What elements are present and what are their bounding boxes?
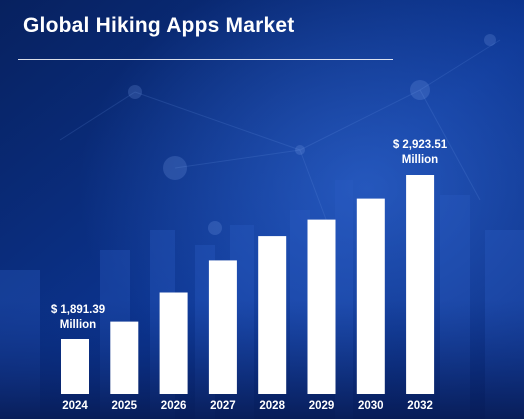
x-tick-label-2029: 2029 <box>309 400 335 412</box>
annotation-end-value: $ 2,923.51 Million <box>380 138 460 168</box>
chart-title: Global Hiking Apps Market <box>23 14 295 37</box>
bar-2027 <box>208 260 237 394</box>
bar-2028 <box>258 236 287 394</box>
title-underline <box>18 59 393 60</box>
annotation-start-value-line2: Million <box>59 319 97 331</box>
bar-2026 <box>159 292 188 394</box>
x-tick-label-2030: 2030 <box>358 400 384 412</box>
x-tick-label-2027: 2027 <box>210 400 236 412</box>
bar-2030 <box>356 198 385 394</box>
x-tick-label-2028: 2028 <box>259 400 285 412</box>
x-axis-tick-labels: 2024 2025 2026 2027 2028 2029 2030 2032 <box>62 400 433 412</box>
annotation-end-value-line1: $ 2,923.51 <box>392 139 448 151</box>
bar-2024 <box>61 339 89 394</box>
x-tick-label-2025: 2025 <box>112 400 138 412</box>
annotation-start-value: $ 1,891.39 Million <box>38 303 118 333</box>
x-tick-label-2026: 2026 <box>161 400 187 412</box>
bar-2029 <box>307 219 336 394</box>
bar-2032 <box>406 175 435 394</box>
annotation-end-value-line2: Million <box>401 154 439 166</box>
bar-series <box>61 175 435 394</box>
x-tick-label-2032: 2032 <box>407 400 433 412</box>
bar-2025 <box>110 321 139 394</box>
annotation-start-value-line1: $ 1,891.39 <box>50 304 106 316</box>
x-tick-label-2024: 2024 <box>62 400 88 412</box>
